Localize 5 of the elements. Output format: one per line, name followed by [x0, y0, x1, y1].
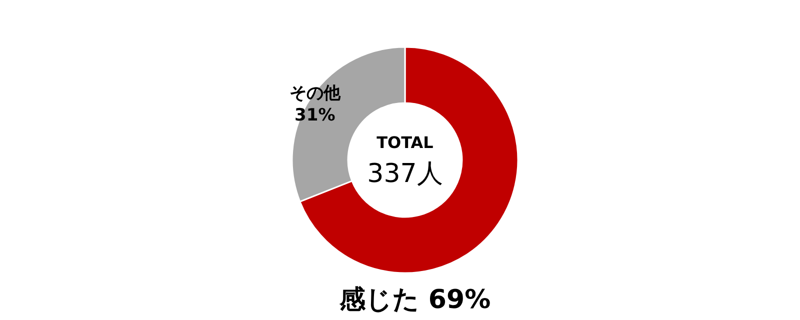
text: 337人: [367, 159, 443, 189]
data-label: 31%: [294, 105, 336, 126]
text: TOTAL: [376, 133, 434, 152]
slice-label: その他: [289, 83, 342, 104]
slice-label: 感じた 69%: [338, 285, 491, 315]
